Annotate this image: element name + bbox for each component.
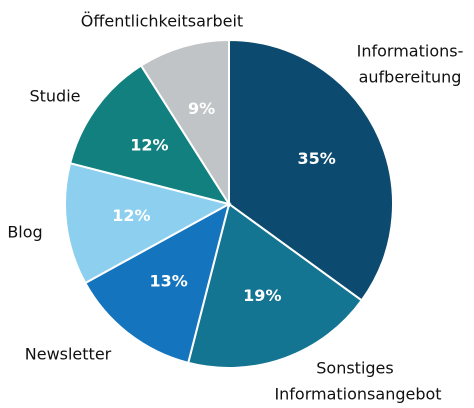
value-label: 12% [112, 206, 150, 225]
pie-slice [68, 64, 232, 206]
category-label: Informationsangebot [274, 385, 441, 404]
category-label: Studie [29, 87, 80, 106]
pie-slice [228, 38, 394, 302]
category-label: Öffentlichkeitsarbeit [81, 12, 243, 31]
pie-slice [64, 161, 232, 285]
category-label: Newsletter [25, 345, 112, 364]
value-label: 13% [150, 271, 188, 290]
value-label: 9% [188, 99, 215, 118]
value-label: 19% [243, 286, 281, 305]
pie-slice [186, 202, 364, 369]
value-label: 12% [130, 136, 168, 155]
pie-slice [83, 202, 231, 365]
category-label: Sonstiges [316, 359, 393, 378]
pie-slice [139, 38, 230, 208]
category-label: aufbereitung [359, 68, 462, 87]
category-label: Blog [7, 223, 42, 242]
value-label: 35% [298, 149, 336, 168]
category-label: Informations- [357, 42, 464, 61]
